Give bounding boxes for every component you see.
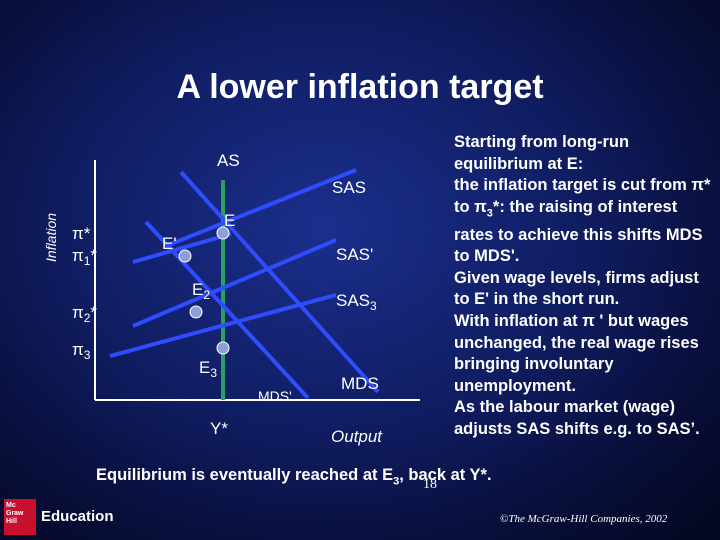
pi3-label: π3 — [72, 340, 91, 362]
explanation-paragraph-1: Starting from long-run equilibrium at E:… — [454, 133, 711, 266]
pi2-star-label: π2* — [72, 303, 97, 325]
point-e1 — [178, 249, 192, 263]
pi-star-label: π* — [72, 224, 91, 243]
publisher-logo: Mc Graw Hill Education — [4, 499, 114, 537]
mds1-label: MDS' — [258, 388, 292, 404]
explanation-paragraph-4: As the labour market (wage) adjusts SAS … — [454, 398, 700, 439]
point-e — [216, 226, 230, 240]
copyright-notice: ©The McGraw-Hill Companies, 2002 — [500, 513, 668, 525]
sas-curve — [165, 168, 357, 248]
explanation-text: Starting from long-run equilibrium at E:… — [454, 132, 716, 441]
point-e2 — [189, 305, 203, 319]
sas3-label: SAS3 — [336, 291, 377, 313]
mcgraw-hill-logo-mark: Mc Graw Hill — [4, 499, 36, 535]
logo-wordmark: Education — [41, 508, 114, 525]
e3-label: E3 — [199, 358, 217, 380]
explanation-paragraph-2: Given wage levels, firms adjust to E' in… — [454, 268, 699, 309]
slide-title: A lower inflation target — [176, 68, 544, 106]
y-star-label: Y* — [210, 419, 228, 438]
point-e3 — [216, 341, 230, 355]
y-axis-label: Inflation — [43, 213, 59, 262]
as-label: AS — [217, 151, 240, 170]
explanation-paragraph-3: With inflation at π ' but wages unchange… — [454, 312, 699, 395]
x-axis-label: Output — [331, 427, 383, 446]
sas1-curve-upper — [132, 238, 337, 328]
e1-label: E' — [162, 234, 177, 253]
pi1-star-label: π1* — [72, 246, 97, 268]
mds-label: MDS — [341, 374, 379, 393]
e-label: E — [224, 211, 235, 230]
sas1-curve — [132, 232, 232, 264]
mds-curve — [179, 170, 380, 394]
e2-label: E2 — [192, 280, 210, 302]
sas1-label: SAS' — [336, 245, 373, 264]
bottom-caption: Equilibrium is eventually reached at E3,… — [96, 466, 492, 488]
mds1-curve — [144, 220, 310, 400]
sas-label: SAS — [332, 178, 366, 197]
page-number: 18 — [423, 477, 437, 492]
